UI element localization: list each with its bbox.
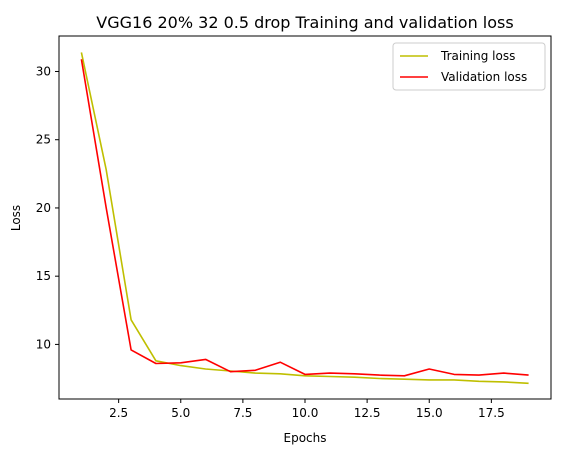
series-line-validation-loss	[80, 59, 529, 377]
y-axis: 10 15 20 25 30	[36, 64, 59, 351]
y-tick-label: 20	[36, 201, 51, 215]
x-tick-label: 7.5	[233, 406, 252, 420]
legend-box	[392, 42, 546, 91]
y-tick-label: 10	[36, 337, 51, 351]
series-lines	[80, 52, 529, 385]
x-axis: 2.5 5.0 7.5 10.0 12.5 15.0 17.5	[109, 399, 505, 420]
legend-label: Validation loss	[441, 70, 527, 84]
y-tick-label: 25	[36, 133, 51, 147]
series-line-training-loss	[80, 52, 529, 385]
x-tick-label: 5.0	[171, 406, 190, 420]
x-tick-label: 12.5	[354, 406, 381, 420]
x-tick-label: 10.0	[292, 406, 319, 420]
legend: Training loss Validation loss	[392, 42, 546, 91]
y-tick-label: 30	[36, 64, 51, 78]
x-tick-label: 2.5	[109, 406, 128, 420]
x-axis-label: Epochs	[284, 431, 327, 445]
chart-title: VGG16 20% 32 0.5 drop Training and valid…	[96, 13, 513, 32]
legend-label: Training loss	[440, 49, 515, 63]
y-axis-label: Loss	[9, 205, 23, 231]
y-tick-label: 15	[36, 269, 51, 283]
x-tick-label: 17.5	[478, 406, 505, 420]
x-tick-label: 15.0	[416, 406, 443, 420]
